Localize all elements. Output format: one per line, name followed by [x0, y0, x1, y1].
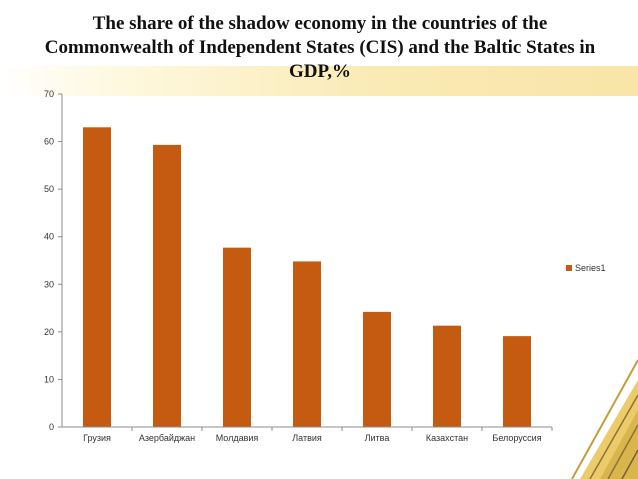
bar: [293, 261, 321, 427]
bar: [433, 325, 461, 427]
bar: [223, 247, 251, 427]
x-tick-label: Азербайджан: [139, 433, 195, 443]
x-axis: Грузия Азербайджан Молдавия Латвия Литва Каза…: [62, 426, 553, 443]
legend-swatch: [566, 265, 572, 271]
bars: [83, 127, 531, 428]
x-tick-label: Латвия: [292, 433, 322, 443]
x-tick-label: Грузия: [83, 433, 111, 443]
y-tick-label: 30: [44, 279, 54, 289]
x-tick-label: Молдавия: [216, 433, 259, 443]
bar: [363, 311, 391, 427]
slide-title: The share of the shadow economy in the c…: [44, 13, 596, 82]
y-tick-label: 50: [44, 184, 54, 194]
legend-label: Series1: [575, 263, 606, 273]
y-tick-label: 0: [49, 422, 54, 432]
decorative-gold-band: [0, 66, 638, 96]
x-tick-label: Казахстан: [426, 433, 468, 443]
y-tick-label: 70: [44, 89, 54, 99]
bar: [83, 127, 111, 428]
y-axis: 0 10 20 30 40 50 60 70: [44, 89, 63, 432]
title-band: [0, 0, 638, 70]
x-tick-label: Белоруссия: [492, 433, 541, 443]
bar: [153, 144, 181, 427]
y-tick-label: 40: [44, 232, 54, 242]
x-tick-label: Литва: [365, 433, 390, 443]
y-tick-label: 60: [44, 137, 54, 147]
y-tick-label: 10: [44, 374, 54, 384]
bar: [503, 336, 531, 427]
y-tick-label: 20: [44, 327, 54, 337]
legend: Series1: [566, 263, 606, 273]
